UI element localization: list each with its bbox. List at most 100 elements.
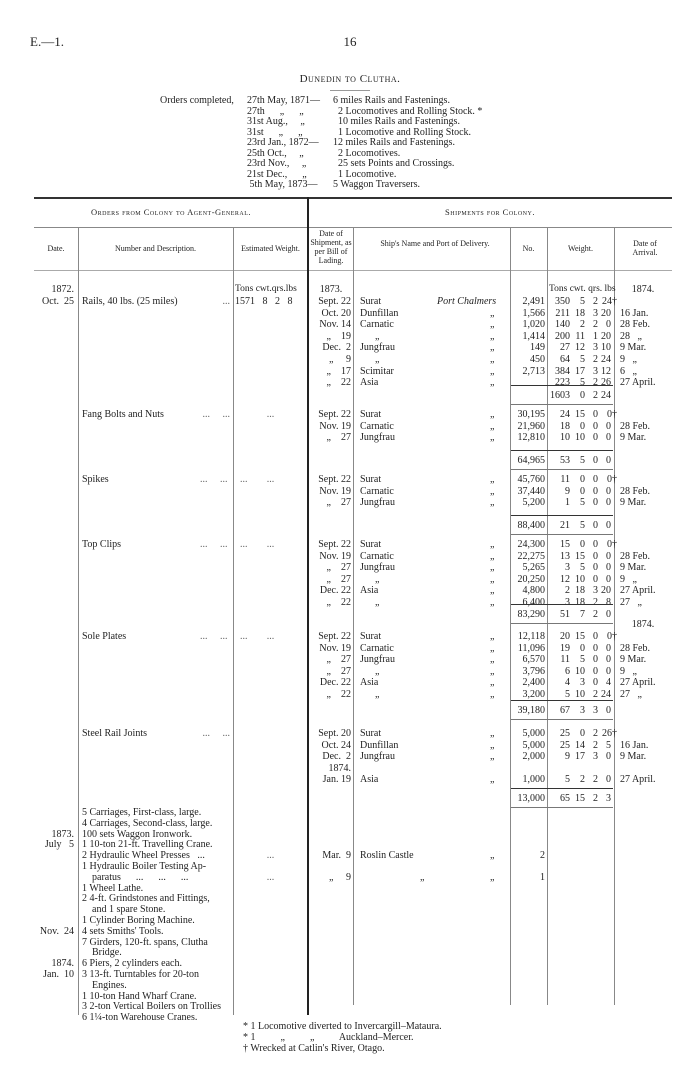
shipped-weight-lbs: 0 [606,665,611,677]
total-rule-bottom [511,534,613,535]
total-weight-cwt: 5 [580,520,585,531]
leader-dots: ... ... ... [200,539,248,550]
order-completed-item: 1 Locomotive. [338,168,397,180]
shipped-weight-lbs: 0 [606,573,611,585]
order-completed-date: 27th May, 1871— [247,95,320,106]
order-completed-date: 21st Dec., „ [247,168,307,180]
shipment-year: 1873. [319,284,343,295]
total-weight-lbs: 0 [606,520,611,531]
quantity-no: 5,265 [522,562,546,574]
ship-name: Dunfillan [360,307,399,319]
port-of-delivery: „ [490,377,495,389]
port-of-delivery: „ [490,307,495,319]
shipped-weight-qrs: 0 [593,497,598,509]
col-header-no: No. [522,244,535,253]
shipped-weight-lbs: 4 [606,677,611,689]
ship-name: Carnatic [360,420,394,432]
total-rule-top [511,515,613,516]
shipped-weight-lbs: 0 [606,642,611,654]
quantity-no: 6,400 [522,597,546,608]
ship-name: „ [375,665,380,677]
estimated-weight-units: Tons cwt.qrs.lbs [235,284,297,294]
port-of-delivery: „ [490,539,495,550]
shipped-weight-cwt: 2 [580,774,585,786]
port-of-delivery: „ [490,342,495,354]
shipment-date: „ 22 [326,377,351,389]
arrival-date: 9 „ [620,573,637,585]
shipped-weight-qrs: 3 [593,585,598,597]
arrival-date: 27 „ [620,597,642,608]
order-completed-date: 5th May, 1873— [247,179,318,190]
shipped-weight-tons: 9 [565,485,570,497]
order-completed-date: 23rd Nov., „ [247,158,307,169]
total-weight-qrs: 2 [593,390,598,401]
ship-name: „ [375,354,380,365]
shipment-date: Dec. 22 [319,677,351,689]
shipped-weight-qrs: 3 [593,307,598,319]
shipment-date: Jan. 19 [322,774,351,786]
port-of-delivery: „ [490,739,495,751]
arrival-date: 28 Feb. [620,319,650,331]
column-divider [353,227,354,1005]
shipment-date: Mar. 9 [322,850,351,862]
shipped-weight-tons: 1 [565,497,570,509]
shipped-weight-tons: 3 [565,562,570,574]
quantity-no: 45,760 [517,474,546,485]
order-date: July 5 [44,839,74,851]
shipped-weight-lbs: 26 [601,377,611,389]
shipped-weight-tons: 3 [565,597,570,608]
shipped-weight-cwt: 11 [575,330,585,342]
shipped-weight-qrs: 0 [593,409,598,420]
arrival-date: 6 „ [620,365,637,377]
ship-name: Jungfrau [360,562,395,574]
shipped-weight-tons: 223 [555,377,570,389]
ship-name: Jungfrau [360,342,395,354]
estimated-weight: ... [266,539,275,550]
shipped-weight-qrs: 0 [593,631,598,642]
quantity-no: 12,810 [517,432,546,444]
col-header-date: Date. [47,244,65,253]
shipped-weight-tons: 9 [565,751,570,763]
ship-name: Surat [360,409,382,420]
ship-name: „ [375,689,380,700]
arrival-date: 27 „ [620,689,642,700]
arrival-date: 9 Mar. [620,432,647,444]
shipped-weight-qrs: 0 [593,665,598,677]
arrival-date: 9 „ [620,354,637,365]
port-of-delivery: „ [490,420,495,432]
ship-name: Jungfrau [360,751,395,763]
shipment-date: Sept. 22 [318,296,351,307]
total-weight-qrs: 3 [593,705,598,716]
port-of-delivery: „ [490,354,495,365]
order-completed-item: 12 miles Rails and Fastenings. [333,137,455,148]
shipped-weight-lbs: 0† [607,631,617,642]
ship-name: Jungfrau [360,497,395,509]
shipped-weight-tons: 4 [565,677,570,689]
port-of-delivery: „ [490,677,495,689]
leader-dots: ... ... [202,728,231,739]
shipped-weight-lbs: 0 [606,751,611,763]
shipment-date: „ 22 [326,689,351,700]
shipped-weight-cwt: 5 [580,654,585,666]
shipment-date: Sept. 22 [318,409,351,420]
shipped-weight-lbs: 24 [601,354,611,365]
item-description: Rails, 40 lbs. (25 miles) [82,296,178,307]
shipped-weight-cwt: 17 [575,365,585,377]
shipped-weight-qrs: 2 [593,319,598,331]
shipped-weight-cwt: 15 [575,631,585,642]
quantity-no: 6,570 [522,654,546,666]
quantity-no: 20,250 [517,573,546,585]
item-description: Engines. [82,979,127,991]
shipped-weight-tons: 5 [565,774,570,786]
arrival-date: 9 Mar. [620,751,647,763]
item-description: Steel Rail Joints [82,728,147,739]
item-description: 1 Cylinder Boring Machine. [82,915,195,926]
order-completed-date: 31st „ „ [247,126,303,138]
shipment-date: „ 27 [326,497,351,509]
shipped-weight-lbs: 10 [601,342,611,354]
arrival-year: 1874. [631,284,655,295]
shipped-weight-cwt: 0 [580,485,585,497]
port-of-delivery: „ [490,485,495,497]
total-weight-lbs: 0 [606,705,611,716]
port-of-delivery: „ [490,665,495,677]
